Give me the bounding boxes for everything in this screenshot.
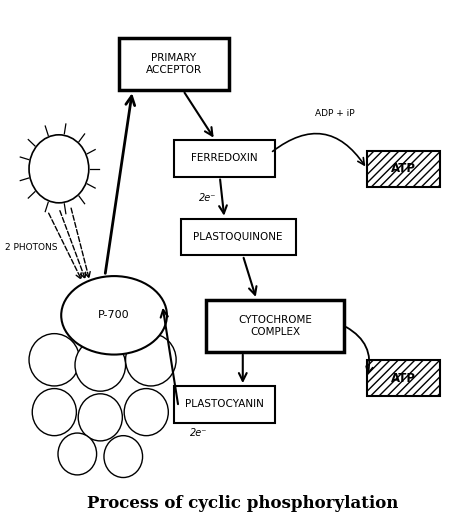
Ellipse shape (61, 276, 167, 355)
Text: PRIMARY
ACCEPTOR: PRIMARY ACCEPTOR (146, 53, 202, 75)
Bar (174, 140, 275, 177)
Text: PLASTOCYANIN: PLASTOCYANIN (185, 399, 264, 409)
Ellipse shape (75, 339, 126, 391)
Bar (367, 360, 440, 397)
Bar (367, 360, 440, 397)
Bar (367, 150, 440, 187)
Ellipse shape (124, 389, 168, 436)
Ellipse shape (29, 333, 80, 386)
Text: 2e⁻: 2e⁻ (190, 428, 207, 438)
Circle shape (29, 135, 89, 203)
Ellipse shape (58, 433, 97, 475)
Ellipse shape (104, 436, 143, 478)
Text: ATP: ATP (391, 371, 416, 385)
Bar (367, 150, 440, 187)
Bar (174, 386, 275, 422)
Text: ATP: ATP (391, 163, 416, 175)
Ellipse shape (78, 394, 122, 441)
Text: CYTOCHROME
COMPLEX: CYTOCHROME COMPLEX (238, 315, 312, 337)
Text: Process of cyclic phosphorylation: Process of cyclic phosphorylation (87, 495, 399, 512)
Bar (206, 300, 344, 352)
Text: FERREDOXIN: FERREDOXIN (191, 154, 258, 164)
Text: 2 PHOTONS: 2 PHOTONS (5, 243, 57, 252)
Text: ADP + iP: ADP + iP (315, 109, 355, 118)
Bar (181, 218, 296, 255)
Bar (118, 38, 229, 90)
Text: PLASTOQUINONE: PLASTOQUINONE (193, 232, 283, 242)
Ellipse shape (32, 389, 76, 436)
Text: 2e⁻: 2e⁻ (199, 193, 217, 203)
Ellipse shape (126, 333, 176, 386)
Text: P-700: P-700 (98, 310, 130, 320)
